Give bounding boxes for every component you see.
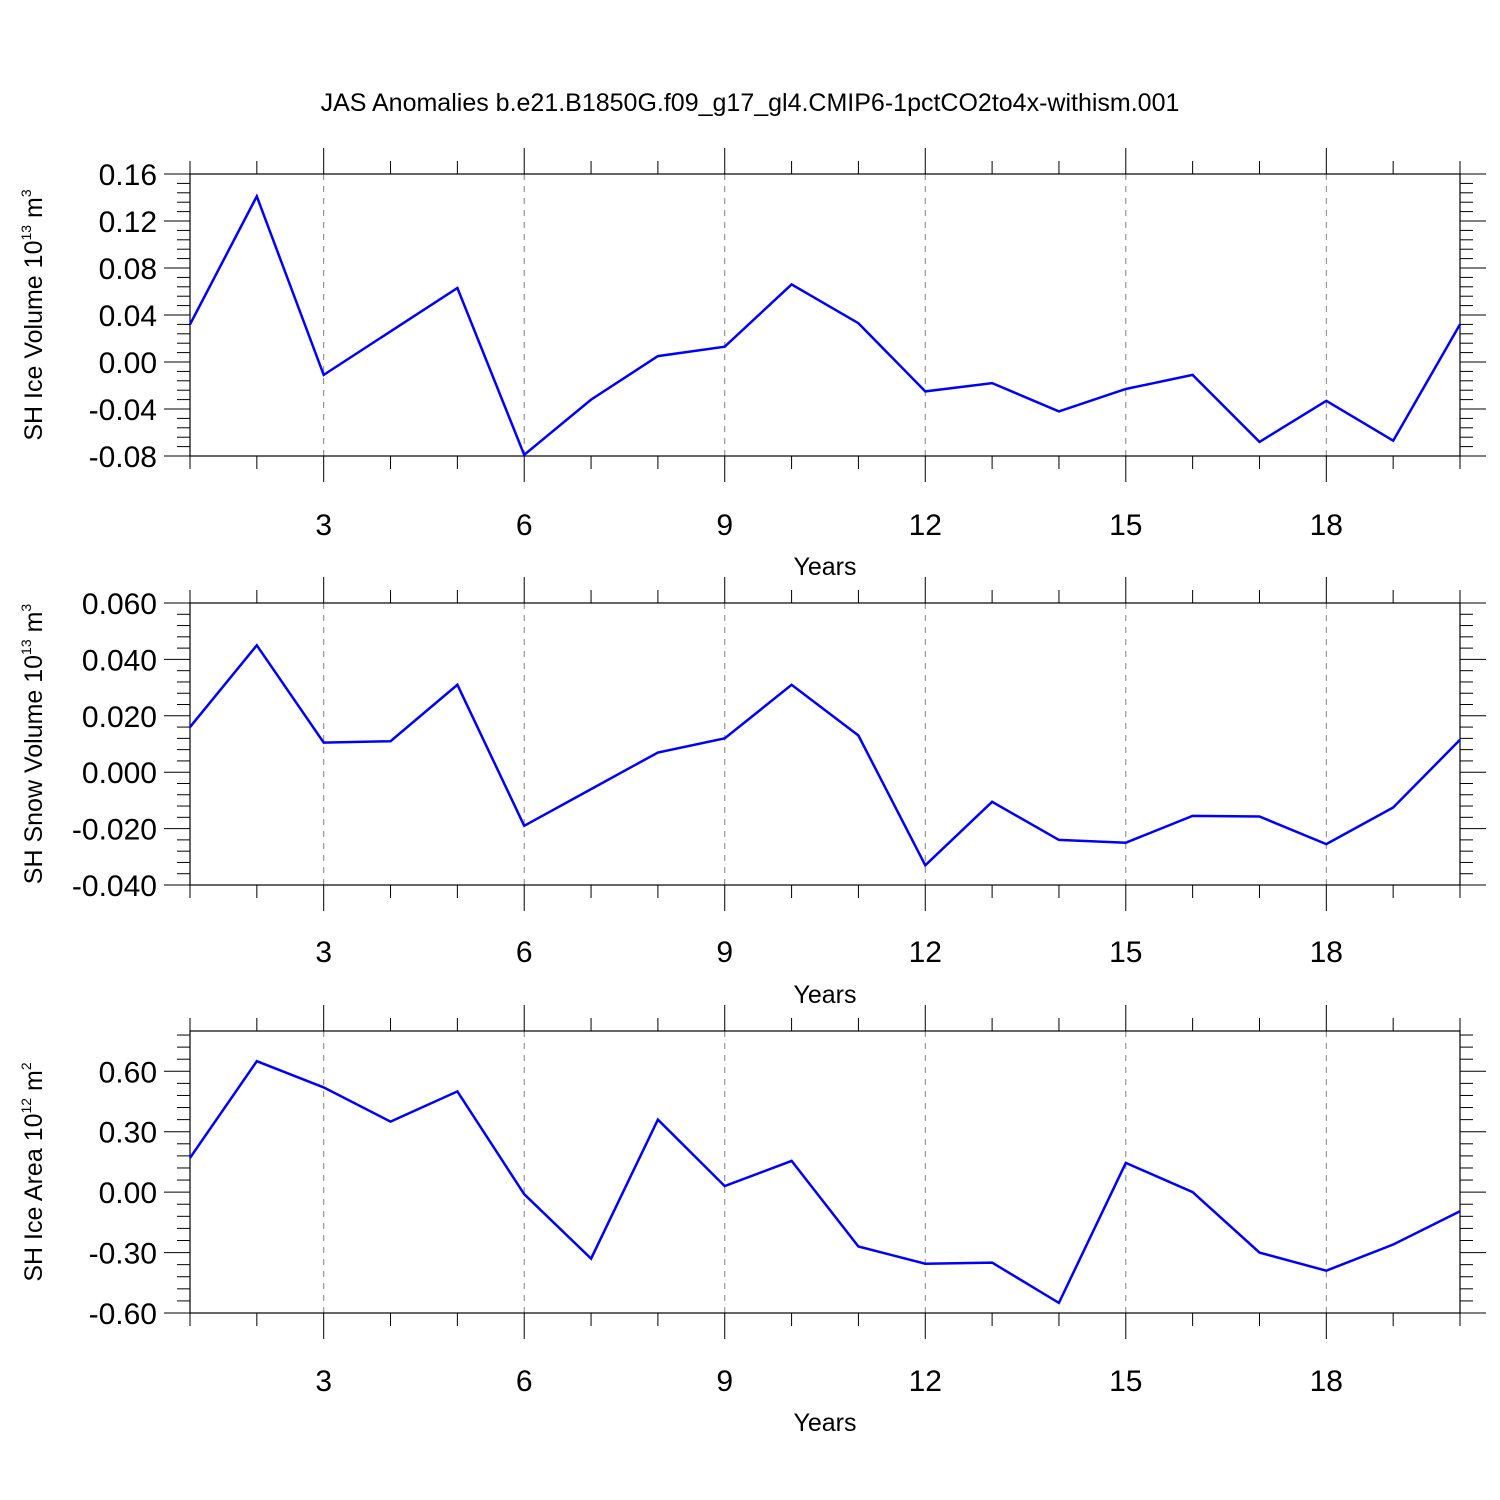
x-tick-label: 6 [516,509,533,542]
x-tick-label: 18 [1310,936,1343,969]
y-tick-label: -0.040 [72,870,157,903]
y-axis-label: SH Snow Volume 1013 m3 [18,604,48,885]
y-tick-label: 0.040 [82,644,157,677]
x-tick-label: 12 [909,936,942,969]
x-tick-label: 15 [1109,936,1142,969]
y-tick-label: -0.08 [89,441,157,474]
x-tick-label: 18 [1310,509,1343,542]
y-tick-label: 0.16 [99,159,157,192]
panel-1: -0.08 -0.04 0.00 0.04 0.08 0.12 0.16 3 6 9 12 15 18 Y… [18,148,1486,581]
x-tick-label: 3 [315,509,332,542]
y-tick-label: 0.12 [99,206,157,239]
y-axis-label: SH Ice Volume 1013 m3 [18,189,48,440]
y-tick-label: 0.60 [99,1056,157,1089]
x-tick-label: 6 [516,936,533,969]
series-line [188,1059,1461,1305]
y-tick-label: -0.04 [89,394,157,427]
y-tick-label: 0.04 [99,300,157,333]
y-tick-label: 0.00 [99,347,157,380]
x-tick-label: 9 [716,509,733,542]
y-tick-label: 0.020 [82,701,157,734]
plot-frame [189,602,1461,886]
x-tick-label: 15 [1109,509,1142,542]
x-tick-label: 6 [516,1365,533,1398]
x-axis-label: Years [793,1409,856,1437]
y-tick-label: 0.000 [82,757,157,790]
y-tick-label: 0.060 [82,588,157,621]
x-tick-label: 12 [909,509,942,542]
y-tick-label: -0.020 [72,814,157,847]
y-tick-label: -0.60 [89,1298,157,1331]
y-tick-label: -0.30 [89,1238,157,1271]
panel-2: -0.040 -0.020 0.000 0.020 0.040 0.060 3 6 9 12 15 1… [18,577,1486,1009]
x-tick-label: 15 [1109,1365,1142,1398]
y-tick-label: 0.00 [99,1177,157,1210]
plot-frame [189,173,1461,457]
series-line [188,193,1462,457]
x-tick-label: 18 [1310,1365,1343,1398]
plot-frame [189,1030,1461,1314]
x-tick-label: 9 [716,936,733,969]
x-axis-label: Years [793,981,856,1009]
x-axis-label: Years [793,553,856,581]
series-line [189,643,1461,868]
x-tick-label: 3 [315,1365,332,1398]
x-tick-label: 3 [315,936,332,969]
y-tick-label: 0.30 [99,1117,157,1150]
chart-title: JAS Anomalies b.e21.B1850G.f09_g17_gl4.C… [321,89,1180,117]
x-tick-label: 9 [716,1365,733,1398]
panel-3: -0.60 -0.30 0.00 0.30 0.60 3 6 9 12 15 18 Years SH I… [18,1005,1486,1437]
y-axis-label: SH Ice Area 1012 m2 [18,1062,48,1282]
y-tick-label: 0.08 [99,253,157,286]
x-tick-label: 12 [909,1365,942,1398]
